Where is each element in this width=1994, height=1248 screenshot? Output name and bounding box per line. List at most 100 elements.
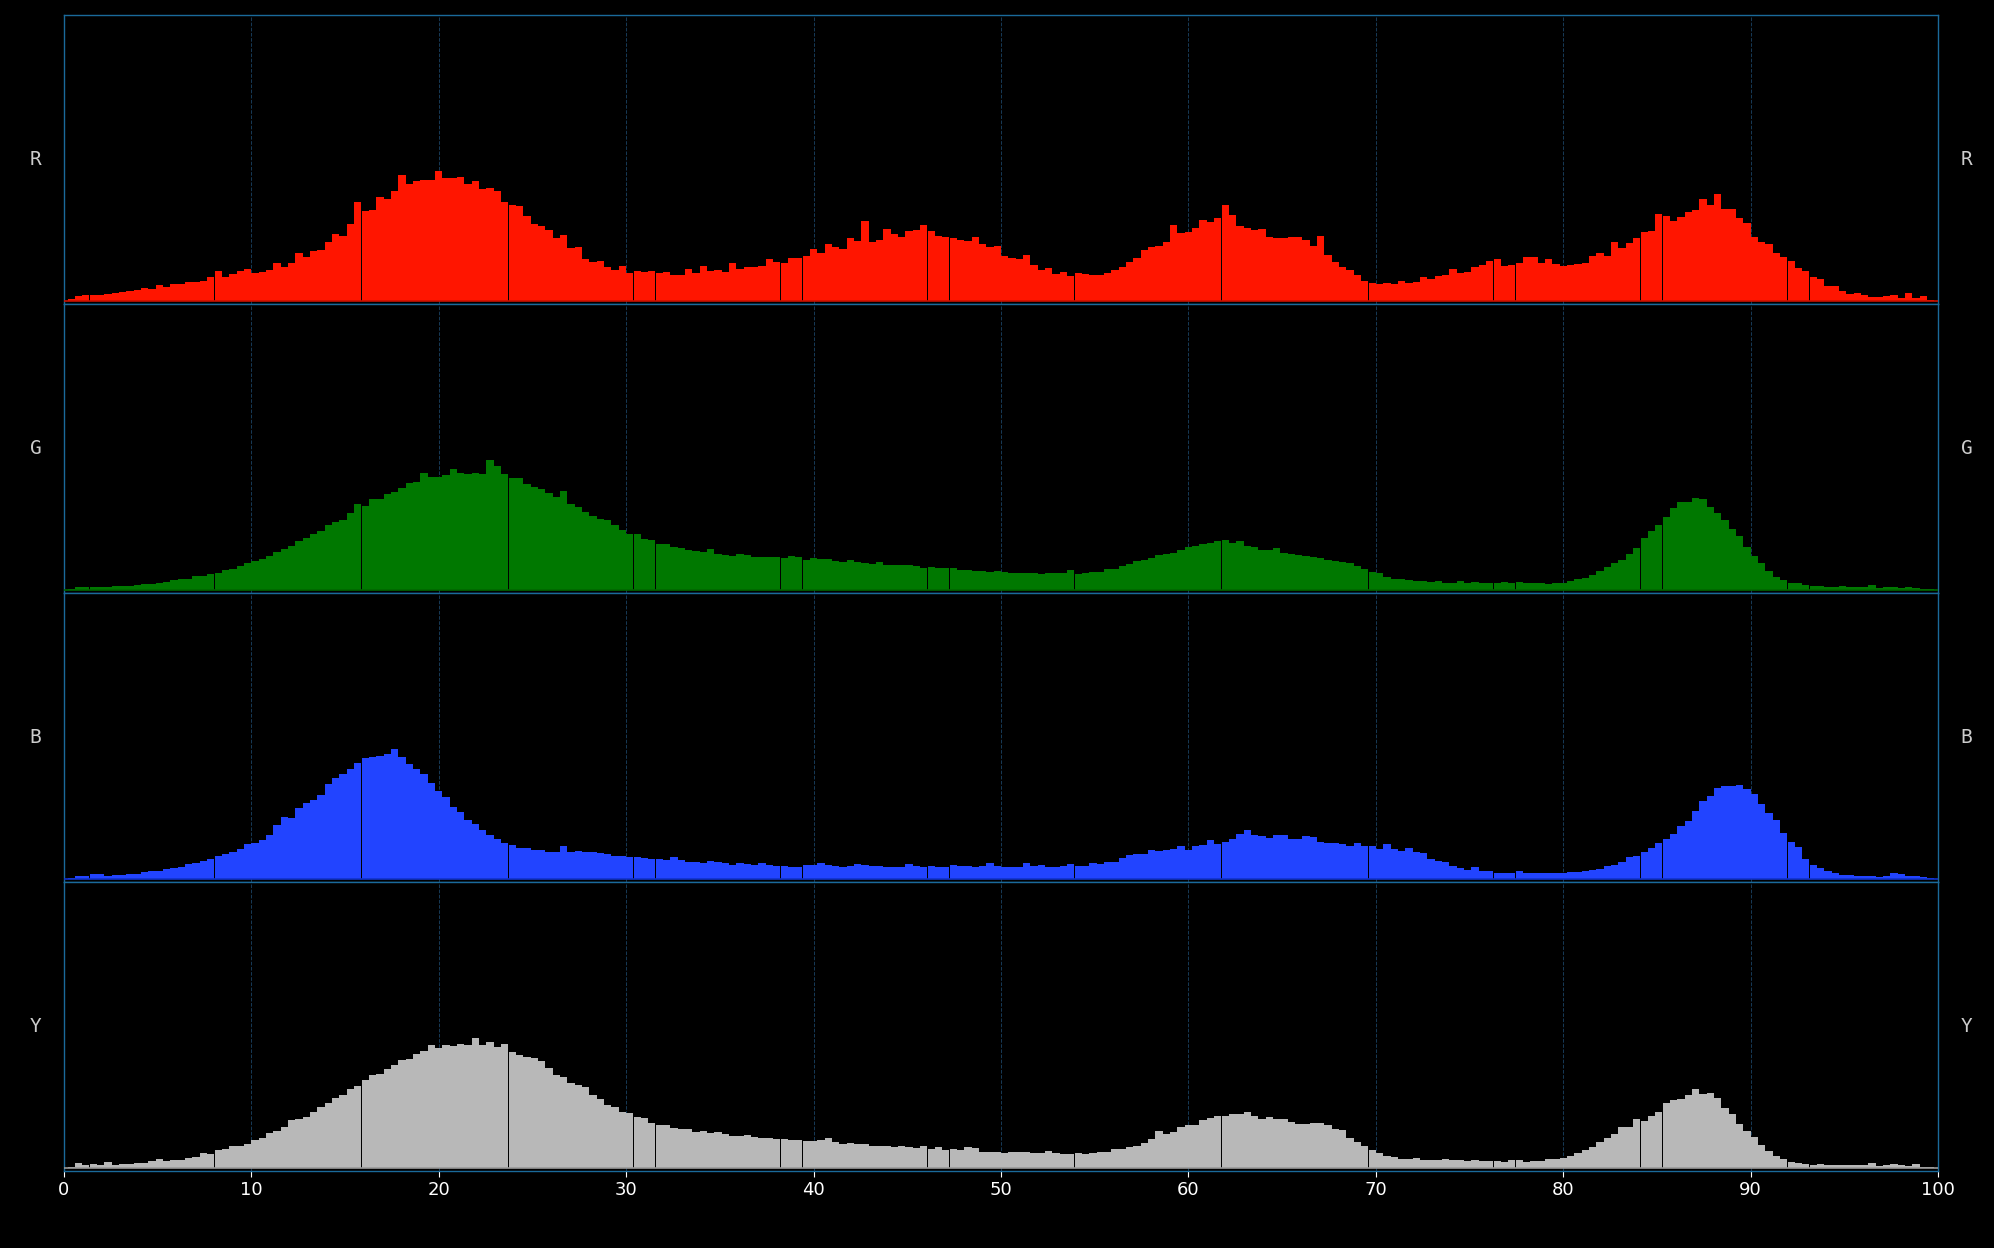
Bar (1838, 1164, 1846, 1168)
Bar (473, 473, 479, 590)
Bar (1340, 844, 1346, 879)
Bar (259, 1138, 265, 1168)
Bar (1200, 1121, 1206, 1168)
Bar (421, 774, 427, 879)
Bar (221, 277, 229, 301)
Bar (516, 478, 522, 590)
Bar (1258, 1118, 1266, 1168)
Bar (1332, 1129, 1340, 1168)
Bar (869, 242, 875, 301)
Bar (1920, 1167, 1926, 1168)
Bar (826, 559, 831, 590)
Bar (1721, 520, 1729, 590)
Bar (568, 247, 574, 301)
Bar (943, 866, 949, 879)
Bar (670, 275, 678, 301)
Bar (1472, 583, 1480, 590)
Bar (413, 1055, 421, 1168)
Bar (590, 262, 596, 301)
Bar (744, 555, 752, 590)
Bar (1294, 839, 1302, 879)
Bar (1787, 1162, 1795, 1168)
Bar (495, 466, 500, 590)
Bar (355, 504, 361, 590)
Bar (98, 295, 104, 301)
Bar (1406, 1159, 1412, 1168)
Bar (1545, 1159, 1551, 1168)
Bar (1031, 1153, 1037, 1168)
Bar (596, 519, 604, 590)
Bar (259, 840, 265, 879)
Bar (1442, 1159, 1450, 1168)
Bar (831, 247, 839, 301)
Bar (1184, 232, 1192, 301)
Bar (347, 1090, 355, 1168)
Bar (1228, 216, 1236, 301)
Bar (1176, 232, 1184, 301)
Bar (1324, 842, 1332, 879)
Bar (126, 291, 134, 301)
Bar (90, 874, 98, 879)
Bar (905, 565, 913, 590)
Bar (957, 866, 965, 879)
Bar (590, 852, 596, 879)
Bar (1155, 246, 1163, 301)
Bar (1838, 875, 1846, 879)
Bar (377, 1075, 383, 1168)
Bar (1838, 587, 1846, 590)
Bar (1324, 255, 1332, 301)
Bar (522, 216, 530, 301)
Text: Y: Y (30, 1017, 42, 1036)
Bar (134, 291, 142, 301)
Bar (1912, 588, 1920, 590)
Bar (1398, 282, 1406, 301)
Bar (1318, 841, 1324, 879)
Bar (1001, 867, 1009, 879)
Bar (1053, 273, 1059, 301)
Bar (1817, 1164, 1825, 1168)
Bar (1669, 1099, 1677, 1168)
Bar (104, 876, 112, 879)
Bar (325, 1103, 333, 1168)
Bar (1876, 588, 1882, 590)
Bar (1677, 1099, 1685, 1168)
Bar (90, 296, 98, 301)
Bar (487, 835, 495, 879)
Bar (383, 200, 391, 301)
Bar (391, 492, 399, 590)
Bar (1846, 875, 1854, 879)
Bar (700, 864, 708, 879)
Bar (678, 1129, 684, 1168)
Bar (1882, 587, 1890, 590)
Bar (1406, 283, 1412, 301)
Bar (1236, 226, 1244, 301)
Bar (1206, 1118, 1214, 1168)
Bar (98, 874, 104, 879)
Bar (164, 869, 169, 879)
Bar (993, 866, 1001, 879)
Bar (273, 552, 281, 590)
Bar (361, 759, 369, 879)
Bar (451, 806, 457, 879)
Bar (156, 285, 164, 301)
Bar (207, 859, 215, 879)
Bar (1450, 866, 1458, 879)
Bar (237, 567, 243, 590)
Bar (126, 1164, 134, 1168)
Bar (1015, 573, 1023, 590)
Bar (465, 474, 473, 590)
Bar (1067, 570, 1075, 590)
Bar (1105, 273, 1111, 301)
Bar (839, 562, 847, 590)
Bar (1141, 1143, 1149, 1168)
Bar (148, 584, 156, 590)
Bar (98, 587, 104, 590)
Bar (1302, 1124, 1310, 1168)
Bar (1715, 1098, 1721, 1168)
Bar (656, 859, 662, 879)
Bar (1450, 1161, 1458, 1168)
Bar (1009, 867, 1015, 879)
Bar (1340, 1129, 1346, 1168)
Bar (1037, 574, 1045, 590)
Bar (1346, 271, 1354, 301)
